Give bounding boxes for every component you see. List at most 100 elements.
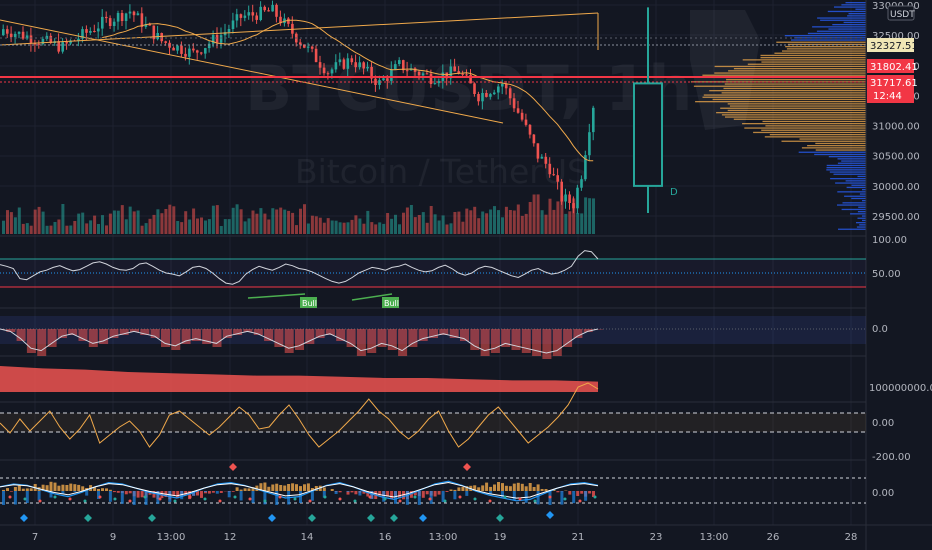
candle-body	[318, 62, 322, 68]
candle-body	[405, 70, 409, 72]
volume-profile-bar	[838, 228, 866, 230]
macd-bar	[124, 491, 128, 495]
candle-body	[489, 94, 492, 97]
osc-bar	[460, 329, 469, 341]
volume-bar	[223, 219, 227, 234]
macd-bar	[279, 485, 283, 491]
candle-body	[386, 78, 389, 81]
time-axis[interactable]: 7 9 13:00 12 14 16 13:00 19 21 23 13:00 26 28	[32, 532, 858, 543]
macd-bar	[433, 491, 437, 497]
macd-blue-bar	[358, 491, 362, 496]
currency-badge[interactable]	[887, 5, 915, 21]
volume-profile-bar	[848, 13, 866, 15]
macd-dot	[263, 499, 267, 503]
volume-bar	[501, 217, 504, 234]
macd-bar	[275, 483, 279, 491]
macd-bar	[6, 488, 9, 491]
macd-bar	[9, 491, 13, 492]
volume-bar	[318, 217, 322, 234]
signal-marker	[419, 514, 427, 522]
volume-bar	[37, 206, 41, 234]
macd-bar	[69, 483, 73, 491]
volume-bar	[374, 224, 378, 234]
macd-bar	[77, 484, 81, 491]
volume-bar	[493, 206, 496, 234]
macd-dot	[248, 497, 252, 501]
candle-body	[77, 38, 80, 41]
volume-bar	[9, 212, 13, 234]
macd-dot	[113, 497, 117, 501]
volume-profile-bar	[859, 193, 866, 195]
macd-bar	[73, 484, 77, 491]
volume-bar	[73, 221, 77, 234]
volume-bar	[176, 221, 180, 234]
macd-dot	[488, 499, 492, 503]
oscillator-pane[interactable]	[0, 316, 866, 359]
macd-dot	[143, 495, 147, 499]
macd-bar	[330, 489, 334, 491]
volume-profile-bar	[709, 90, 866, 92]
volume-profile-bar	[814, 153, 866, 156]
volume-profile-bar	[727, 109, 866, 112]
volume-oscillator-pane[interactable]	[0, 366, 598, 392]
volume-bar	[299, 208, 302, 234]
volume-bar	[200, 217, 203, 234]
rsi-bull-label-2: Bull	[384, 299, 399, 308]
trendline-lower	[0, 19, 504, 124]
pane-axis-labels: 100.00 50.00 0.0 100000000.00 0.00 -200.…	[869, 235, 932, 499]
candle-body	[180, 45, 183, 54]
osc-bar	[573, 329, 583, 338]
macd-bar	[45, 485, 49, 491]
volume-bar	[6, 210, 9, 234]
volume-bar	[508, 210, 512, 234]
macd-bar	[303, 484, 306, 491]
macd-bar	[263, 482, 267, 491]
candle-body	[37, 43, 41, 45]
candle-body	[370, 66, 373, 79]
volume-profile-bar	[726, 79, 866, 81]
signal-marker	[148, 514, 156, 522]
trendline-upper	[0, 12, 599, 46]
candle-body	[132, 11, 136, 16]
volume-bar	[2, 220, 5, 234]
macd-dot	[8, 495, 12, 499]
candle-body	[124, 13, 128, 21]
volume-bar	[192, 208, 196, 234]
candle-body	[572, 203, 575, 209]
volume-bar	[279, 207, 283, 234]
volume-profile-bar	[843, 21, 866, 24]
osc-bar	[377, 329, 387, 347]
macd-bar	[532, 487, 536, 491]
volume-profile-bar	[724, 83, 866, 85]
candle-body	[564, 194, 567, 202]
macd-pane[interactable]	[0, 463, 866, 522]
currency-badge-label: USDT	[890, 10, 915, 20]
rsi-pane[interactable]: Bull Bull	[0, 250, 866, 308]
volume-bar	[204, 220, 207, 234]
volume-bar	[449, 223, 453, 234]
volume-bar	[53, 222, 57, 234]
volume-bar	[303, 204, 306, 234]
candle-body	[398, 60, 401, 64]
macd-dot	[293, 497, 297, 501]
osc-bar	[264, 329, 274, 341]
macd-bar	[152, 491, 156, 498]
macd-bar	[592, 491, 595, 497]
candle-body	[287, 18, 290, 24]
candle-body	[568, 194, 571, 203]
candle-body	[524, 119, 528, 125]
macd-bar	[17, 485, 21, 491]
volume-bar	[445, 224, 449, 234]
macd-blue-bar	[584, 491, 588, 501]
volume-bar	[215, 205, 219, 234]
macd-bar	[200, 491, 203, 498]
candle-body	[49, 35, 53, 43]
volume-bar	[235, 204, 239, 234]
volume-bar	[21, 223, 25, 234]
cci-pane[interactable]	[0, 382, 866, 448]
candle-body	[366, 66, 369, 69]
macd-dot	[503, 495, 507, 499]
volume-bar	[275, 209, 279, 234]
macd-bar	[57, 485, 61, 491]
